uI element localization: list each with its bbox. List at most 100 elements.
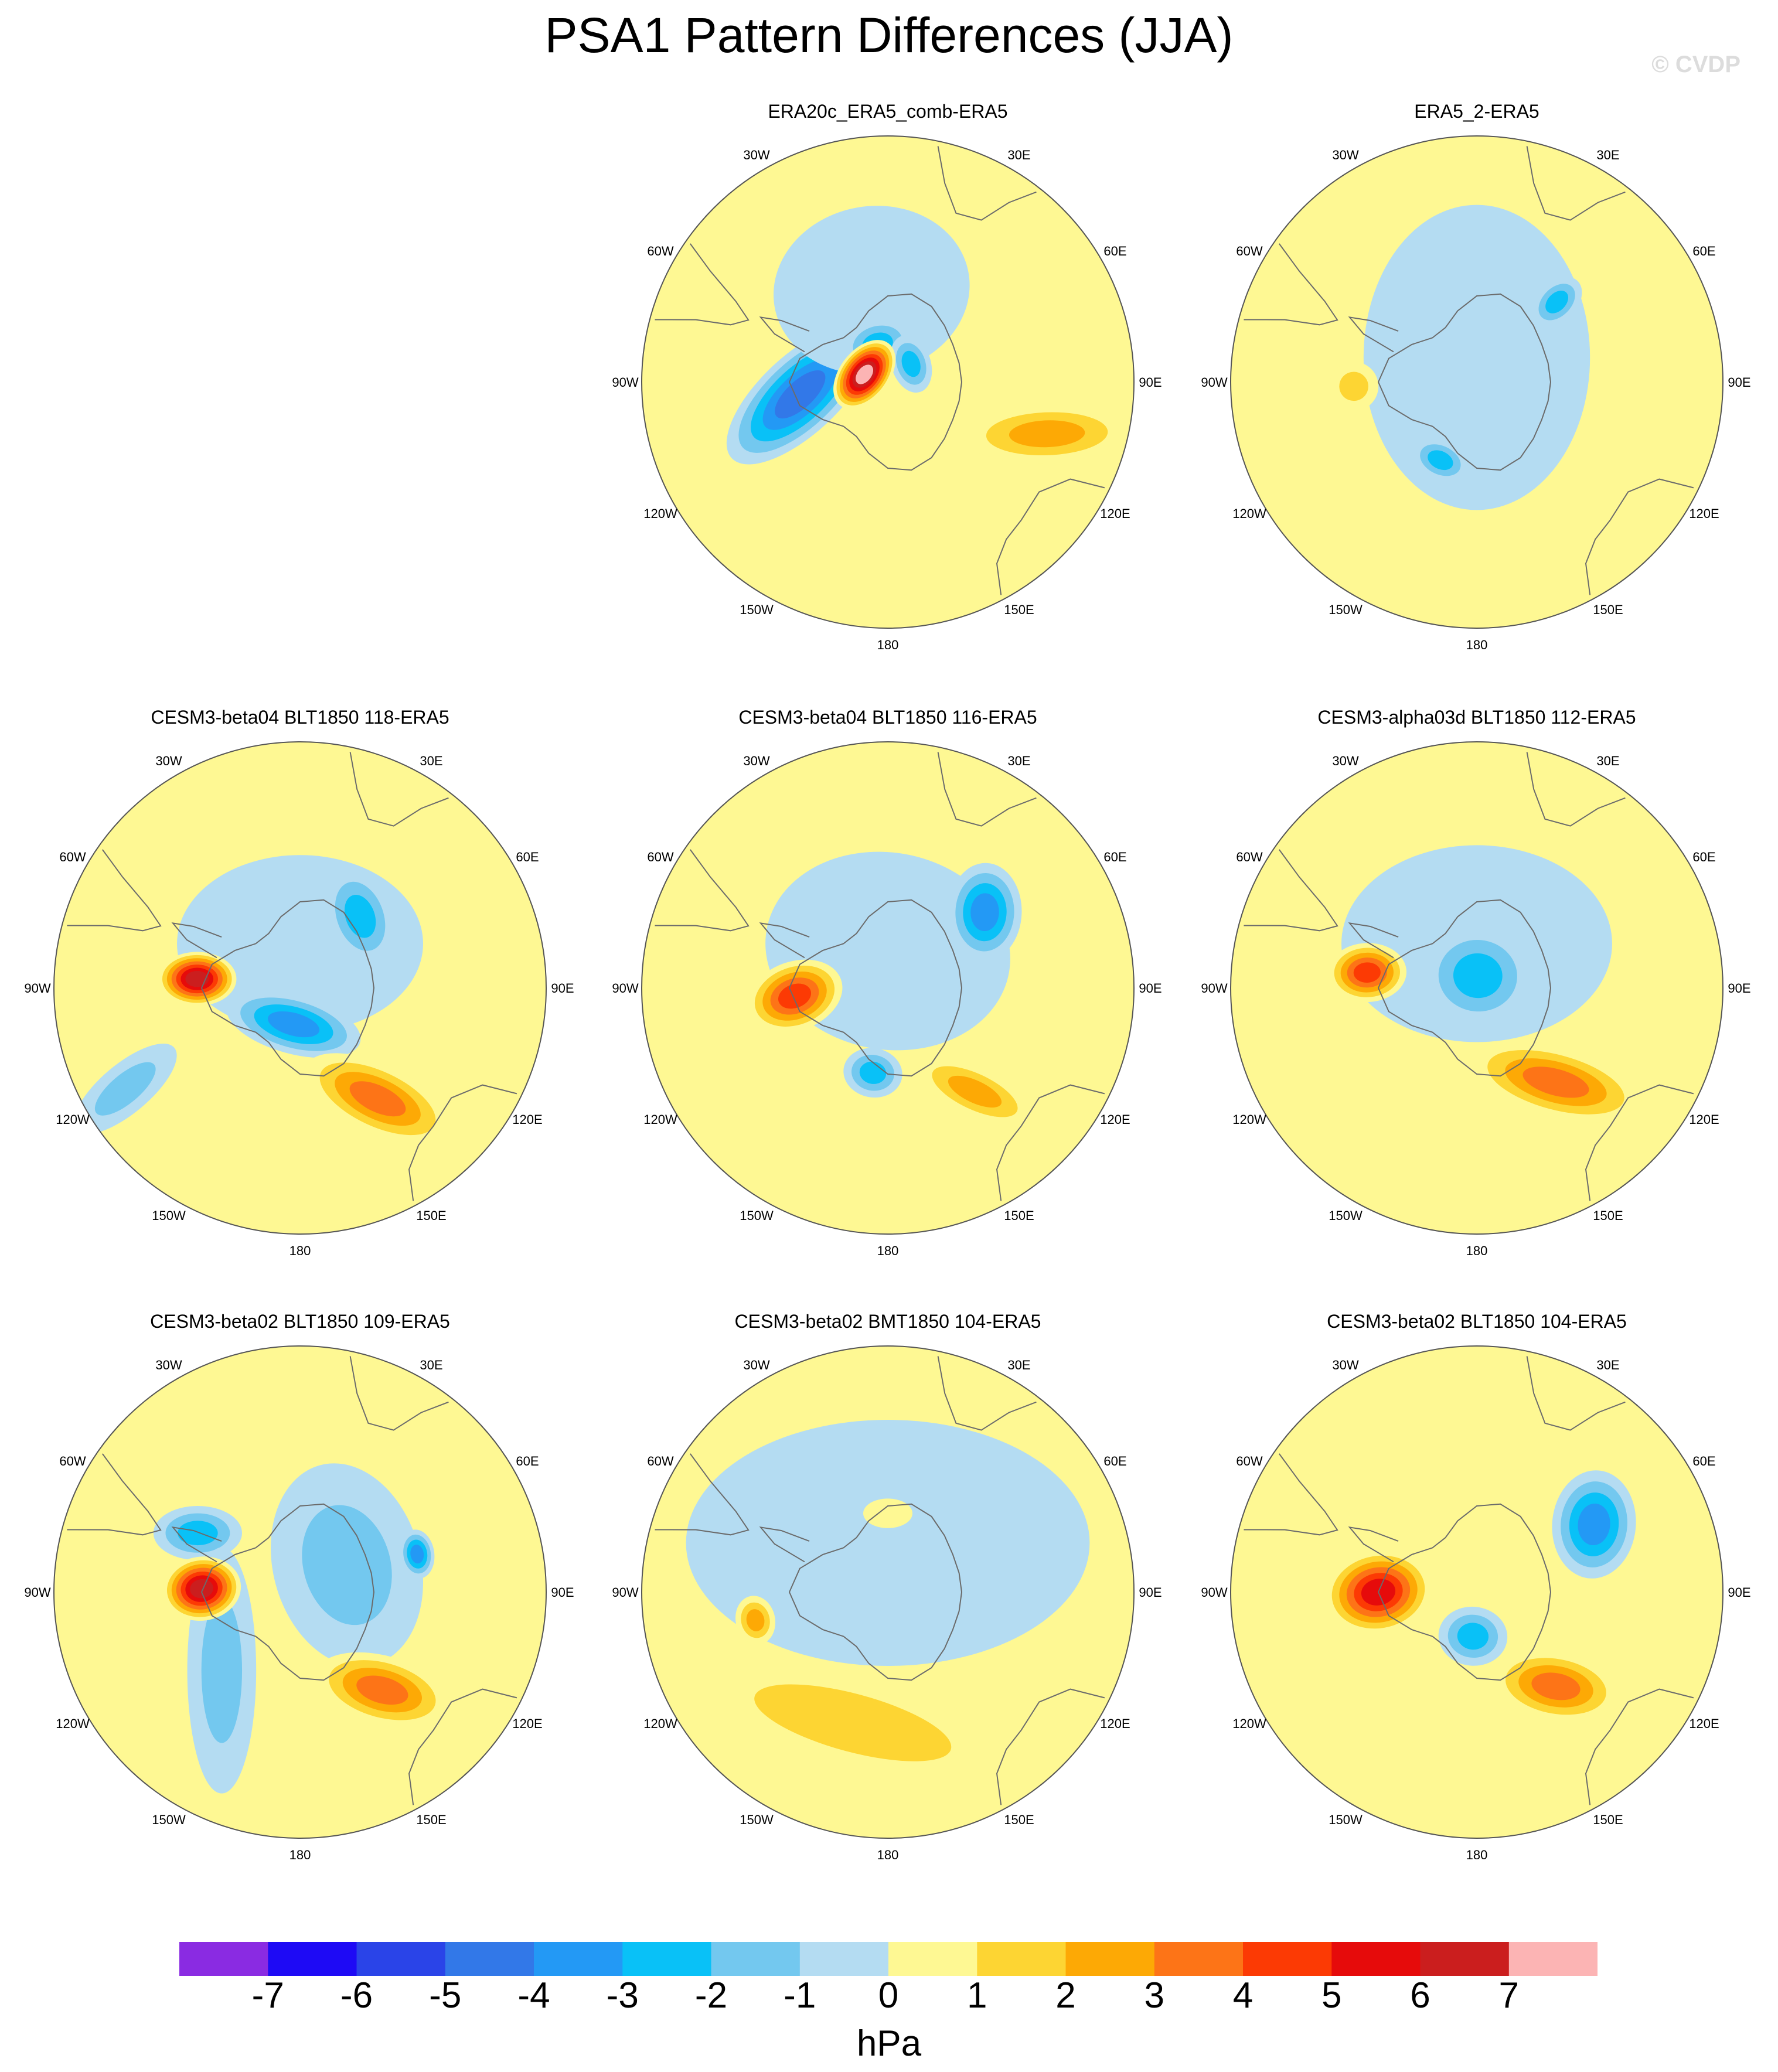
africa-outline <box>937 1356 1037 1431</box>
longitude-label: 0 <box>884 730 891 733</box>
longitude-label: 30E <box>420 1358 442 1372</box>
colorbar-tick-label: 6 <box>1410 1975 1430 2016</box>
longitude-label: 0 <box>884 1334 891 1337</box>
contour-fill-level <box>778 983 812 1009</box>
colorbar-swatch <box>622 1942 712 1976</box>
longitude-label: 120W <box>56 1112 90 1127</box>
south-america-outline <box>1244 849 1338 932</box>
map-border <box>1230 1345 1723 1839</box>
longitude-label: 90W <box>1201 375 1227 390</box>
panel-title: ERA5_2-ERA5 <box>1414 101 1539 122</box>
panel-title: ERA20c_ERA5_comb-ERA5 <box>768 101 1008 122</box>
longitude-label: 120W <box>1232 506 1266 521</box>
africa-outline <box>349 752 449 827</box>
contour-fill-level <box>178 1521 218 1546</box>
longitude-label: 60W <box>1236 850 1262 864</box>
longitude-label: 150W <box>152 1812 186 1827</box>
polar-map: 0 30E 60E 90E 120E 150E 180 150W 120W 90W 60W 30W <box>612 1334 1162 1862</box>
contour-fill-level <box>94 1062 156 1116</box>
africa-outline <box>1526 146 1626 221</box>
longitude-label: 90E <box>1728 1585 1750 1600</box>
page-title: PSA1 Pattern Differences (JJA) <box>544 8 1234 63</box>
contour-fill-level <box>1578 1503 1610 1546</box>
africa-outline <box>937 752 1037 827</box>
longitude-label: 60E <box>1692 244 1715 258</box>
polar-map: 0 30E 60E 90E 120E 150E 180 150W 120W 90W 60W 30W <box>1201 124 1750 652</box>
panel-title: CESM3-beta02 BLT1850 109-ERA5 <box>150 1311 450 1332</box>
map-border <box>641 135 1135 629</box>
polar-map: 0 30E 60E 90E 120E 150E 180 150W 120W 90W 60W 30W <box>24 1334 574 1862</box>
longitude-label: 150W <box>1329 1812 1363 1827</box>
antarctic-peninsula-outline <box>171 922 222 959</box>
longitude-label: 150E <box>1004 602 1034 617</box>
longitude-label: 30W <box>743 148 769 162</box>
longitude-label: 150W <box>1329 1208 1363 1223</box>
longitude-label: 180 <box>289 1848 311 1862</box>
longitude-label: 60W <box>647 244 673 258</box>
longitude-label: 30E <box>1007 148 1030 162</box>
watermark: © CVDP <box>1651 52 1740 77</box>
contour-fill-level <box>754 1684 952 1761</box>
longitude-label: 60E <box>1103 244 1126 258</box>
antarctic-peninsula-outline <box>171 1526 222 1563</box>
colorbar-swatch <box>1243 1942 1332 1976</box>
colorbar-swatch <box>179 1942 268 1976</box>
contour-fill-level <box>863 1498 912 1528</box>
longitude-label: 60E <box>516 1454 539 1468</box>
map-border <box>641 741 1135 1235</box>
contour-fill-level <box>1522 1066 1589 1098</box>
contour-fill-level <box>901 350 921 377</box>
longitude-label: 90E <box>1139 981 1162 996</box>
longitude-label: 0 <box>1473 730 1480 733</box>
map-border <box>53 1345 547 1839</box>
antarctica-outline <box>200 899 375 1077</box>
longitude-label: 90E <box>551 981 574 996</box>
longitude-label: 90W <box>1201 1585 1227 1600</box>
longitude-label: 150E <box>1593 1812 1623 1827</box>
longitude-label: 120W <box>643 1716 677 1731</box>
longitude-label: 120W <box>643 506 677 521</box>
longitude-label: 0 <box>884 124 891 127</box>
colorbar-tick-label: -4 <box>517 1975 550 2016</box>
colorbar-swatch <box>888 1942 977 1976</box>
map-panel-beta02-bmt-104: CESM3-beta02 BMT1850 104-ERA5 0 30E 60E 90E… <box>607 1311 1169 1897</box>
longitude-label: 30W <box>1332 754 1358 768</box>
colorbar-swatch <box>977 1942 1067 1976</box>
longitude-label: 180 <box>877 1848 899 1862</box>
longitude-label: 120E <box>512 1112 542 1127</box>
colorbar-tick-label: 2 <box>1055 1975 1076 2016</box>
colorbar-tick-label: -7 <box>251 1975 284 2016</box>
longitude-label: 120E <box>1689 1112 1719 1127</box>
longitude-label: 60W <box>1236 244 1262 258</box>
contour-fill-level <box>1363 205 1590 510</box>
colorbar-tick-label: 5 <box>1321 1975 1342 2016</box>
colorbar-tick-label: 4 <box>1232 1975 1254 2016</box>
longitude-label: 30E <box>1596 1358 1619 1372</box>
longitude-label: 180 <box>289 1243 311 1258</box>
antarctica-outline <box>1377 1503 1552 1681</box>
contour-fill-level <box>1545 290 1569 313</box>
africa-outline <box>937 146 1037 221</box>
south-america-outline <box>655 849 750 932</box>
polar-map: 0 30E 60E 90E 120E 150E 180 150W 120W 90W 60W 30W <box>24 730 574 1258</box>
colorbar-swatch <box>534 1942 623 1976</box>
longitude-label: 120E <box>512 1716 542 1731</box>
map-panel-beta02-blt-109: CESM3-beta02 BLT1850 109-ERA5 0 30E 60E 90E… <box>19 1311 581 1897</box>
antarctic-peninsula-outline <box>759 316 810 353</box>
longitude-label: 30W <box>743 1358 769 1372</box>
longitude-label: 120E <box>1100 1112 1130 1127</box>
longitude-label: 150E <box>1004 1812 1034 1827</box>
colorbar-swatch <box>445 1942 534 1976</box>
contour-fill-level <box>686 1420 1090 1666</box>
map-background <box>1231 1346 1723 1838</box>
map-panel-beta04-116: CESM3-beta04 BLT1850 116-ERA5 0 30E 60E 90E… <box>607 707 1169 1293</box>
contour-fill-level <box>344 894 376 938</box>
contour-fill-level <box>948 1075 1002 1108</box>
longitude-label: 180 <box>1466 1848 1488 1862</box>
colorbar-tick-label: 0 <box>878 1975 899 2016</box>
contour-fill-level <box>185 970 209 987</box>
colorbar-swatch <box>356 1942 446 1976</box>
contour-fill-level <box>856 364 874 384</box>
contour-fill-level <box>1353 962 1381 983</box>
australia-outline <box>996 1084 1105 1201</box>
